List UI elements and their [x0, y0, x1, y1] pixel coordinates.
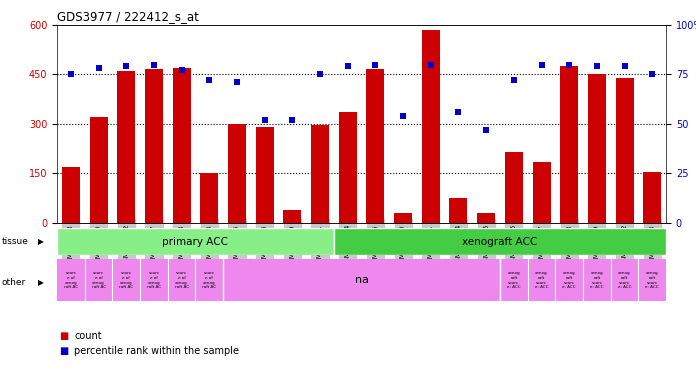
Text: xenog
raft
sourc
e: ACC: xenog raft sourc e: ACC: [645, 271, 659, 289]
Bar: [145, 70, 163, 223]
Text: na: na: [354, 275, 369, 285]
Text: count: count: [74, 331, 102, 341]
Text: tissue: tissue: [1, 237, 29, 247]
Text: ▶: ▶: [38, 237, 44, 247]
Bar: [532, 162, 551, 223]
Text: ■: ■: [59, 331, 68, 341]
Text: ▶: ▶: [38, 278, 44, 287]
Text: xenograft ACC: xenograft ACC: [462, 237, 537, 247]
Bar: [643, 172, 661, 223]
Text: percentile rank within the sample: percentile rank within the sample: [74, 346, 239, 356]
Text: ■: ■: [59, 346, 68, 356]
Bar: [118, 71, 135, 223]
Text: primary ACC: primary ACC: [162, 237, 228, 247]
Text: xenog
raft
sourc
e: ACC: xenog raft sourc e: ACC: [507, 271, 521, 289]
Bar: [334, 228, 666, 255]
Text: sourc
e of
xenog
raft AC: sourc e of xenog raft AC: [175, 271, 189, 289]
Text: sourc
e of
xenog
raft AC: sourc e of xenog raft AC: [147, 271, 161, 289]
Bar: [394, 213, 412, 223]
Text: other: other: [1, 278, 26, 287]
Bar: [505, 152, 523, 223]
Bar: [450, 198, 468, 223]
Text: GDS3977 / 222412_s_at: GDS3977 / 222412_s_at: [57, 10, 199, 23]
Bar: [477, 213, 495, 223]
Text: sourc
e of
xenog
raft AC: sourc e of xenog raft AC: [92, 271, 106, 289]
Bar: [255, 127, 274, 223]
Bar: [200, 173, 219, 223]
Bar: [366, 70, 384, 223]
Text: xenog
raft
sourc
e: ACC: xenog raft sourc e: ACC: [535, 271, 548, 289]
Text: sourc
e of
xenog
raft AC: sourc e of xenog raft AC: [203, 271, 216, 289]
Text: xenog
raft
sourc
e: ACC: xenog raft sourc e: ACC: [618, 271, 631, 289]
Text: xenog
raft
sourc
e: ACC: xenog raft sourc e: ACC: [562, 271, 576, 289]
Text: xenog
raft
sourc
e: ACC: xenog raft sourc e: ACC: [590, 271, 603, 289]
Bar: [62, 167, 80, 223]
Text: sourc
e of
xenog
raft AC: sourc e of xenog raft AC: [64, 271, 78, 289]
Bar: [90, 117, 108, 223]
Bar: [339, 112, 357, 223]
Bar: [283, 210, 301, 223]
Bar: [422, 30, 440, 223]
Bar: [588, 74, 606, 223]
Bar: [228, 124, 246, 223]
Text: sourc
e of
xenog
raft AC: sourc e of xenog raft AC: [119, 271, 134, 289]
Bar: [560, 66, 578, 223]
Bar: [173, 68, 191, 223]
Bar: [615, 78, 633, 223]
Bar: [57, 228, 334, 255]
Bar: [311, 126, 329, 223]
